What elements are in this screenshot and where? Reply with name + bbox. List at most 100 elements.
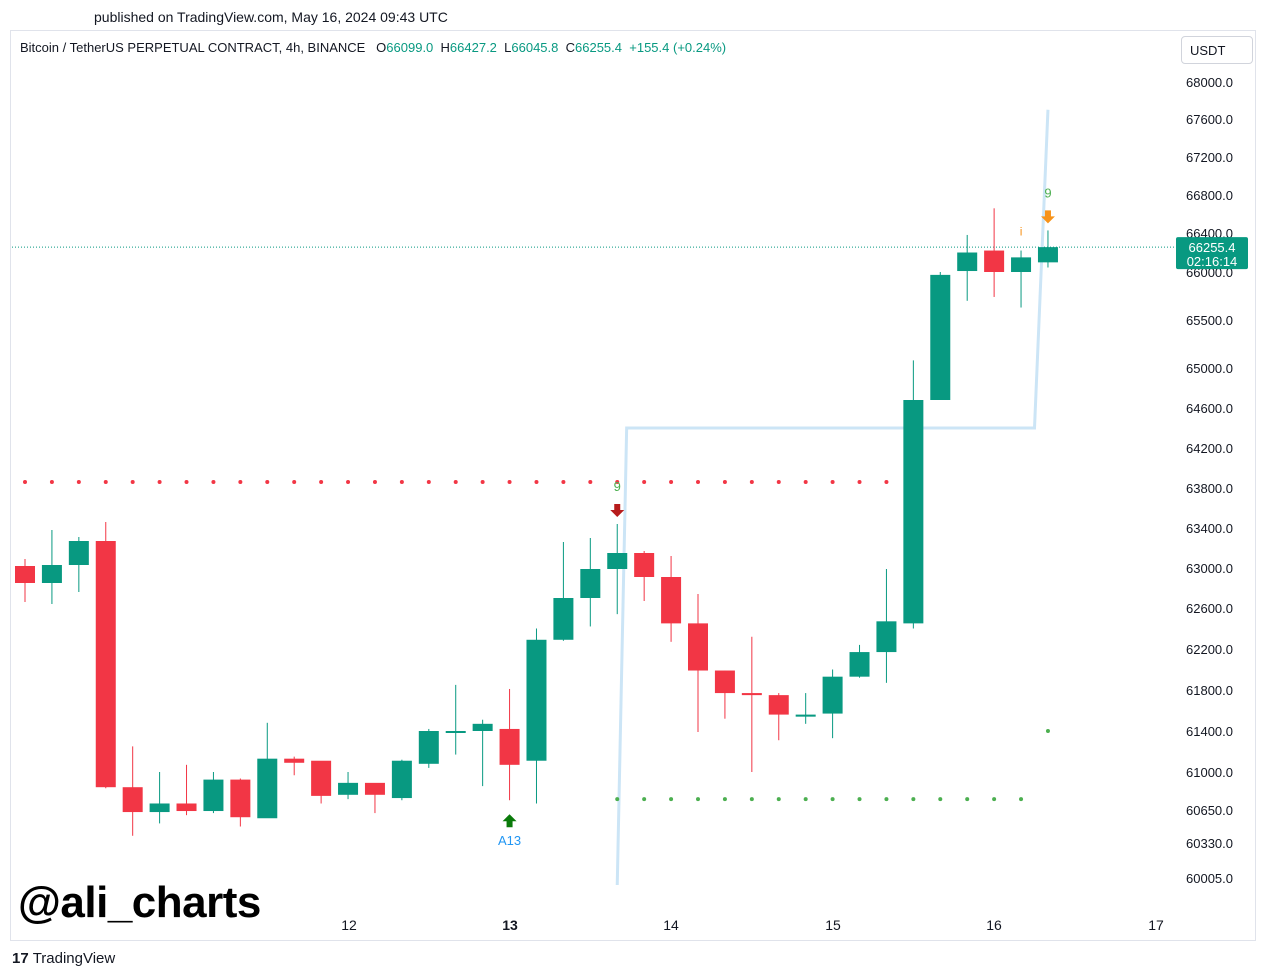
candle-body: [580, 569, 601, 598]
candle-body: [68, 541, 89, 565]
resistance-dot: [49, 480, 54, 484]
y-tick-label: 67200.0: [1186, 150, 1233, 165]
support-dot: [965, 797, 970, 802]
support-dot: [749, 797, 754, 802]
resistance-dot: [426, 480, 431, 484]
y-tick-label: 68000.0: [1186, 75, 1233, 90]
resistance-dot: [776, 480, 781, 484]
support-dot: [669, 797, 674, 802]
y-tick-label: 63800.0: [1186, 481, 1233, 496]
resistance-dot: [23, 480, 27, 484]
candle-body: [1011, 257, 1032, 272]
candle-body: [849, 652, 870, 677]
x-tick-label: 13: [502, 917, 518, 933]
high-value: 66427.2: [449, 40, 497, 55]
resistance-dot: [399, 480, 404, 484]
resistance-dot: [534, 480, 539, 484]
tv-logo-icon: 17: [12, 950, 29, 967]
candle-body: [95, 541, 116, 788]
resistance-dot: [884, 480, 889, 484]
support-dot: [642, 797, 647, 802]
candle-body: [741, 693, 762, 696]
candle-body: [499, 728, 520, 765]
countdown-label: 02:16:14: [1187, 254, 1238, 269]
published-caption: published on TradingView.com, May 16, 20…: [94, 9, 448, 25]
resistance-dot: [615, 480, 620, 484]
y-tick-label: 61800.0: [1186, 683, 1233, 698]
symbol-title: Bitcoin / TetherUS PERPETUAL CONTRACT, 4…: [20, 40, 366, 55]
candle-body: [930, 274, 951, 400]
resistance-dot: [561, 480, 566, 484]
support-dot: [696, 797, 700, 802]
y-tick-label: 64200.0: [1186, 441, 1233, 456]
close-value: 66255.4: [575, 40, 623, 55]
candle-body: [311, 760, 332, 796]
y-tick-label: 60330.0: [1186, 836, 1233, 851]
signal-label: 9: [614, 479, 621, 494]
x-tick-label: 17: [1148, 917, 1164, 933]
currency-selector[interactable]: USDT: [1181, 36, 1253, 64]
resistance-dot: [803, 480, 808, 484]
support-dot: [857, 797, 862, 802]
y-tick-label: 63400.0: [1186, 521, 1233, 536]
support-dot: [722, 797, 727, 802]
resistance-dot: [292, 480, 297, 484]
candle-body: [472, 723, 493, 731]
change-value: +155.4 (+0.24%): [629, 40, 727, 55]
x-tick-label: 12: [341, 917, 357, 933]
candle-body: [553, 598, 574, 640]
support-dot: [884, 797, 889, 802]
resistance-dot: [372, 480, 377, 484]
last-price-badge: [1176, 237, 1248, 270]
sell-arrow-icon: [610, 504, 625, 517]
y-tick-label: 60005.0: [1186, 871, 1233, 886]
support-dot: [938, 797, 943, 802]
candle-body: [876, 621, 897, 653]
x-tick-label: 16: [986, 917, 1002, 933]
candle-body: [984, 250, 1005, 272]
resistance-dot: [130, 480, 135, 484]
last-price-label: 66255.4: [1189, 240, 1236, 255]
support-dot: [776, 797, 781, 802]
candle-body: [391, 760, 412, 799]
candle-body: [284, 758, 305, 763]
resistance-dot: [265, 480, 270, 484]
y-tick-label: 66800.0: [1186, 188, 1233, 203]
resistance-dot: [480, 480, 485, 484]
resistance-dot: [157, 480, 162, 484]
low-value: 66045.8: [511, 40, 559, 55]
resistance-dot: [669, 480, 674, 484]
candle-body: [257, 758, 278, 819]
candle-body: [122, 787, 143, 813]
candle-body: [957, 252, 978, 272]
resistance-dot: [76, 480, 81, 484]
signal-label: i: [1020, 225, 1023, 239]
y-tick-label: 64600.0: [1186, 401, 1233, 416]
candle-body: [203, 779, 224, 812]
support-dot: [1019, 797, 1024, 802]
candle-body: [688, 623, 708, 671]
y-tick-label: 61400.0: [1186, 724, 1233, 739]
candle-body: [661, 577, 682, 624]
resistance-dot: [507, 480, 512, 484]
candle-body: [338, 782, 359, 795]
candle-body: [714, 670, 735, 694]
x-tick-label: 15: [825, 917, 841, 933]
resistance-dot: [453, 480, 458, 484]
resistance-dot: [722, 480, 727, 484]
signal-label: 9: [1044, 185, 1051, 200]
resistance-dot: [696, 480, 700, 484]
y-tick-label: 61000.0: [1186, 765, 1233, 780]
resistance-dot: [857, 480, 862, 484]
author-watermark: @ali_charts: [18, 878, 261, 927]
support-dot: [1045, 729, 1050, 733]
buy-arrow-icon: [502, 814, 517, 828]
resistance-dot: [588, 480, 593, 484]
resistance-dot: [238, 480, 243, 484]
y-tick-label: 65500.0: [1186, 313, 1233, 328]
resistance-dot: [642, 480, 647, 484]
tradingview-logo[interactable]: 17 TradingView: [12, 950, 115, 967]
chart-frame: [10, 30, 1256, 941]
y-tick-label: 60650.0: [1186, 803, 1233, 818]
